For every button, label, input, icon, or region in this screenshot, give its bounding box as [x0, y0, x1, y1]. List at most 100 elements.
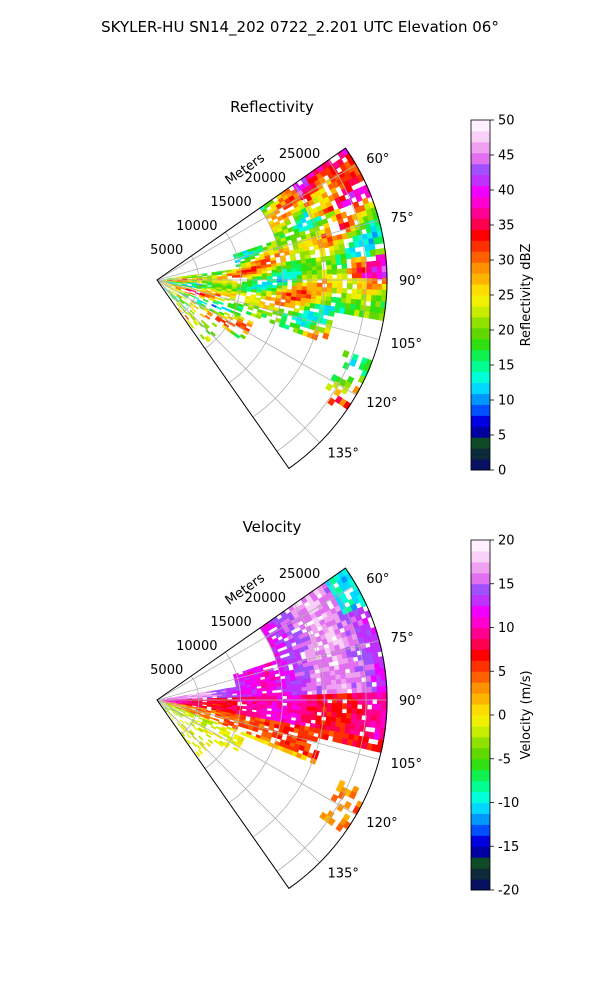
- data-cell: [345, 672, 352, 680]
- data-cell: [304, 674, 312, 680]
- data-cell: [351, 693, 358, 700]
- data-cell: [196, 704, 203, 707]
- data-cell: [185, 709, 191, 712]
- data-cell: [328, 310, 335, 317]
- data-cell: [331, 287, 338, 294]
- data-cell: [186, 706, 192, 709]
- data-cell: [212, 721, 219, 725]
- data-cell: [236, 692, 243, 696]
- data-cell: [276, 695, 283, 700]
- data-cell: [332, 161, 341, 170]
- data-cell: [220, 727, 227, 733]
- data-cell: [219, 729, 226, 735]
- data-cell: [346, 293, 353, 300]
- data-cell: [162, 279, 168, 280]
- data-cell: [370, 295, 378, 303]
- data-cell: [186, 281, 193, 283]
- data-cell: [199, 334, 206, 340]
- range-tick-label: 15000: [210, 615, 251, 630]
- data-cell: [179, 290, 186, 294]
- data-cell: [354, 666, 361, 674]
- data-cell: [201, 274, 208, 277]
- data-cell: [323, 666, 331, 673]
- data-cell: [200, 319, 207, 325]
- data-cell: [249, 255, 256, 260]
- data-cell: [246, 271, 253, 275]
- data-cell: [205, 290, 212, 293]
- data-cell: [311, 274, 318, 280]
- data-cell: [329, 670, 336, 677]
- data-cell: [271, 269, 278, 274]
- data-cell: [296, 706, 303, 711]
- data-cell: [180, 725, 186, 731]
- colorbar-swatch: [471, 174, 490, 187]
- colorbar-swatch: [471, 769, 490, 782]
- data-cell: [166, 283, 172, 287]
- data-cell: [375, 301, 382, 309]
- azimuth-tick-label: 105°: [391, 337, 422, 352]
- data-cell: [366, 289, 373, 297]
- data-cell: [241, 269, 248, 273]
- data-cell: [233, 255, 240, 259]
- data-cell: [301, 702, 308, 708]
- data-cell: [178, 712, 184, 717]
- data-cell: [352, 385, 361, 395]
- colorbar-swatch: [471, 404, 490, 416]
- data-cell: [310, 294, 317, 301]
- data-cell: [322, 332, 330, 340]
- data-cell: [189, 302, 195, 307]
- data-cell: [171, 281, 178, 283]
- data-cell: [181, 283, 188, 285]
- data-cell: [276, 272, 283, 277]
- data-cell: [291, 267, 298, 273]
- data-cell: [186, 702, 193, 705]
- data-cell: [217, 697, 223, 700]
- data-cell: [181, 284, 188, 287]
- data-cell: [326, 273, 333, 280]
- data-cell: [235, 291, 242, 296]
- data-cell: [297, 328, 305, 336]
- data-cell: [323, 309, 330, 316]
- data-cell: [332, 380, 341, 390]
- data-cell: [171, 702, 178, 705]
- azimuth-tick-label: 135°: [328, 867, 359, 882]
- data-cell: [181, 705, 187, 707]
- data-cell: [251, 706, 258, 711]
- data-cell: [175, 707, 181, 710]
- data-cell: [235, 263, 242, 268]
- data-cell: [165, 284, 172, 287]
- data-cell: [300, 754, 308, 761]
- data-cell: [381, 265, 388, 274]
- data-cell: [261, 701, 268, 706]
- colorbar-tick-label: 20: [498, 534, 515, 549]
- data-cell: [299, 217, 307, 224]
- data-cell: [246, 283, 253, 288]
- data-cell: [192, 278, 198, 280]
- data-cell: [301, 683, 308, 689]
- data-cell: [223, 323, 230, 329]
- data-cell: [336, 707, 343, 714]
- data-cell: [284, 187, 292, 196]
- data-cell: [291, 691, 298, 696]
- data-cell: [200, 290, 207, 293]
- data-cell: [256, 311, 263, 317]
- data-cell: [195, 751, 201, 757]
- data-cell: [363, 311, 371, 319]
- range-ring: [204, 231, 242, 349]
- range-tick-label: 10000: [176, 219, 217, 234]
- data-cell: [331, 689, 338, 695]
- data-cell: [276, 285, 283, 290]
- data-cell: [335, 674, 342, 681]
- data-cell: [193, 319, 200, 325]
- data-cell: [364, 244, 371, 252]
- data-cell: [221, 324, 228, 331]
- data-cell: [356, 262, 363, 269]
- data-cell: [321, 291, 328, 298]
- data-cell: [195, 289, 202, 292]
- data-cell: [245, 713, 252, 718]
- data-cell: [333, 388, 342, 397]
- data-cell: [335, 259, 342, 266]
- data-cell: [195, 708, 202, 711]
- data-cell: [291, 702, 298, 707]
- data-cell: [365, 646, 373, 655]
